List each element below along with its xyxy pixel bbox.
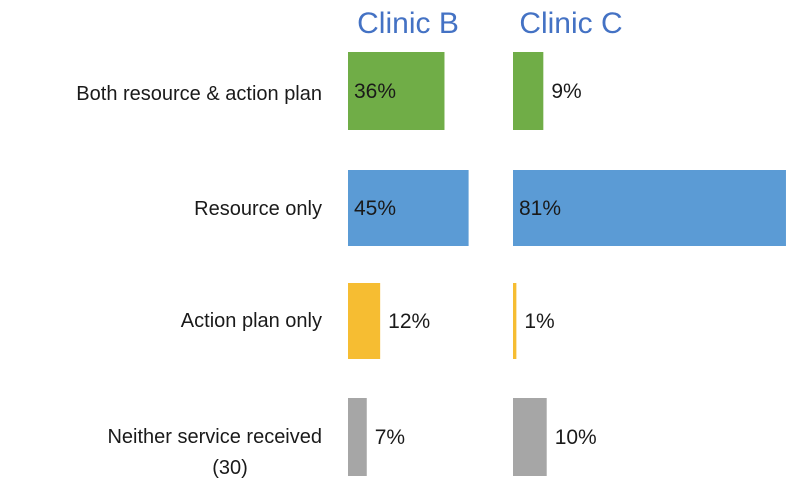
bar-clinic-c-neither xyxy=(513,398,547,476)
category-subnote-neither: (30) xyxy=(212,457,248,479)
bars-group: 36% 45% 12% 7% 9% 81% 1% 10% xyxy=(348,52,786,476)
category-label-both: Both resource & action plan xyxy=(76,83,322,105)
clinic-b-title: Clinic B xyxy=(357,7,459,40)
bar-clinic-b-action-plan-only xyxy=(348,283,381,359)
value-label-clinic-c-both: 9% xyxy=(551,80,581,103)
value-label-clinic-c-neither: 10% xyxy=(555,426,597,449)
value-label-clinic-b-neither: 7% xyxy=(375,426,405,449)
value-label-clinic-c-resource-only: 81% xyxy=(519,197,561,220)
clinic-c-title: Clinic C xyxy=(519,7,622,40)
category-label-neither: Neither service received xyxy=(107,426,322,448)
bar-clinic-b-resource-only xyxy=(348,170,469,246)
bar-clinic-c-action-plan-only xyxy=(513,283,517,359)
category-label-action-plan-only: Action plan only xyxy=(181,310,322,332)
bar-clinic-b-both xyxy=(348,52,445,130)
category-label-resource-only: Resource only xyxy=(194,198,322,220)
value-label-clinic-c-action-plan-only: 1% xyxy=(524,310,554,333)
bar-clinic-c-both xyxy=(513,52,544,130)
bar-clinic-b-neither xyxy=(348,398,367,476)
bar-clinic-c-resource-only xyxy=(513,170,786,246)
value-label-clinic-b-both: 36% xyxy=(354,80,396,103)
value-label-clinic-b-action-plan-only: 12% xyxy=(388,310,430,333)
value-label-clinic-b-resource-only: 45% xyxy=(354,197,396,220)
